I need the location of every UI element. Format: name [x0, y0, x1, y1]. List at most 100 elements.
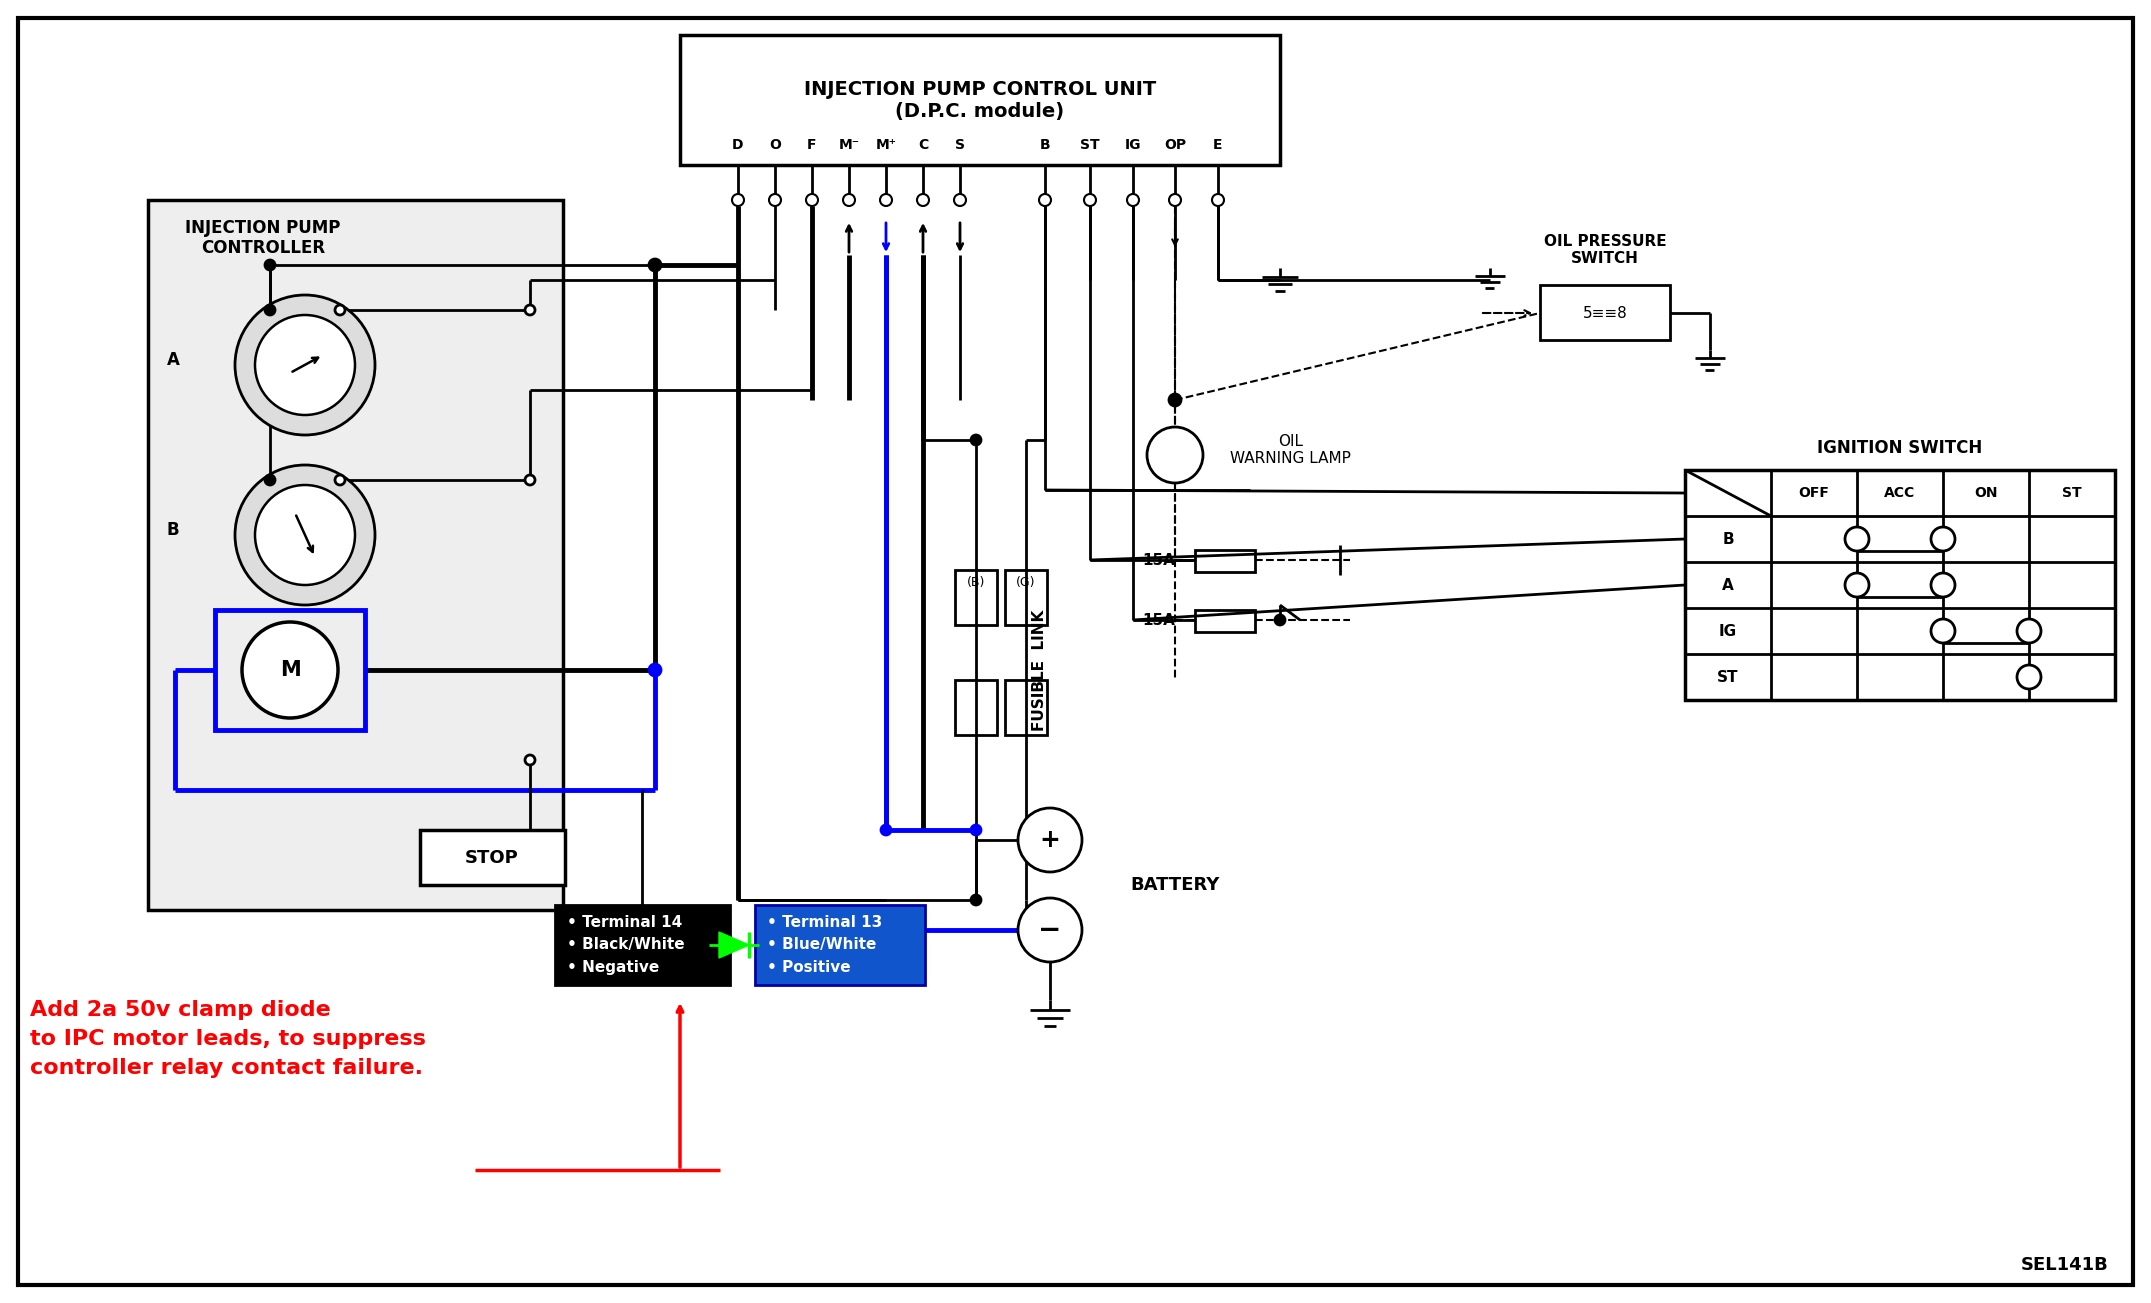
Circle shape [1846, 573, 1869, 597]
Circle shape [807, 194, 817, 206]
Bar [680, 35, 1280, 165]
Bar [755, 906, 925, 985]
Circle shape [1932, 619, 1955, 642]
Text: F: F [807, 138, 817, 152]
Circle shape [2018, 619, 2041, 642]
Bar [419, 830, 566, 885]
Text: M⁺: M⁺ [875, 138, 897, 152]
Circle shape [525, 305, 536, 315]
Circle shape [1276, 615, 1284, 625]
Circle shape [970, 435, 981, 446]
Circle shape [1146, 427, 1202, 483]
Text: A: A [1723, 577, 1734, 593]
Circle shape [2018, 665, 2041, 689]
Circle shape [1084, 194, 1097, 206]
Text: IGNITION SWITCH: IGNITION SWITCH [1818, 439, 1983, 457]
Text: ST: ST [1080, 138, 1099, 152]
Bar [1196, 610, 1254, 632]
Bar [148, 199, 564, 909]
Bar [1540, 285, 1669, 340]
Circle shape [525, 754, 536, 765]
Text: 5≡≡8: 5≡≡8 [1583, 305, 1628, 321]
Text: BATTERY: BATTERY [1129, 876, 1220, 894]
Text: (G): (G) [1015, 576, 1037, 589]
Text: IG: IG [1125, 138, 1142, 152]
Circle shape [916, 194, 929, 206]
Circle shape [1017, 898, 1082, 962]
Text: S: S [955, 138, 966, 152]
Text: OIL PRESSURE
SWITCH: OIL PRESSURE SWITCH [1544, 233, 1667, 266]
Text: O: O [770, 138, 781, 152]
Text: M⁻: M⁻ [839, 138, 860, 152]
Circle shape [1017, 808, 1082, 872]
Bar [955, 569, 998, 625]
Text: C: C [918, 138, 927, 152]
Circle shape [770, 194, 781, 206]
Text: +: + [1039, 827, 1060, 852]
Text: 15A: 15A [1142, 552, 1174, 568]
Circle shape [265, 261, 275, 270]
Text: IG: IG [1719, 624, 1738, 638]
Text: D: D [731, 138, 744, 152]
Circle shape [256, 485, 355, 585]
Text: A: A [166, 351, 179, 369]
Text: ST: ST [2063, 486, 2082, 500]
Circle shape [1039, 194, 1052, 206]
Circle shape [525, 476, 536, 485]
Circle shape [265, 476, 275, 485]
Text: 15A: 15A [1142, 612, 1174, 628]
Circle shape [1932, 573, 1955, 597]
Bar [955, 680, 998, 735]
Text: • Terminal 14
• Black/White
• Negative: • Terminal 14 • Black/White • Negative [568, 915, 684, 975]
Circle shape [256, 315, 355, 414]
Text: INJECTION PUMP CONTROL UNIT
(D.P.C. module): INJECTION PUMP CONTROL UNIT (D.P.C. modu… [804, 79, 1155, 120]
Text: B: B [1039, 138, 1050, 152]
Circle shape [650, 665, 660, 676]
Text: E: E [1213, 138, 1222, 152]
Text: M: M [280, 661, 301, 680]
Circle shape [234, 465, 374, 605]
Text: ACC: ACC [1884, 486, 1917, 500]
Text: B: B [166, 521, 179, 539]
Text: SEL141B: SEL141B [2022, 1256, 2108, 1274]
Circle shape [731, 194, 744, 206]
Bar [1196, 550, 1254, 572]
Circle shape [265, 305, 275, 315]
Circle shape [1168, 394, 1181, 407]
Bar [1005, 680, 1048, 735]
Text: STOP: STOP [465, 850, 518, 866]
Circle shape [1211, 194, 1224, 206]
Text: OP: OP [1164, 138, 1185, 152]
Text: ST: ST [1716, 670, 1738, 684]
Circle shape [336, 305, 344, 315]
Text: OFF: OFF [1798, 486, 1831, 500]
Circle shape [243, 622, 338, 718]
Bar [215, 610, 366, 730]
Text: • Terminal 13
• Blue/White
• Positive: • Terminal 13 • Blue/White • Positive [768, 915, 882, 975]
Circle shape [1168, 194, 1181, 206]
Circle shape [650, 259, 660, 271]
Circle shape [843, 194, 854, 206]
Text: OIL
WARNING LAMP: OIL WARNING LAMP [1230, 434, 1351, 466]
Circle shape [234, 294, 374, 435]
Text: INJECTION PUMP
CONTROLLER: INJECTION PUMP CONTROLLER [185, 219, 340, 258]
Circle shape [882, 825, 891, 835]
Text: (B): (B) [966, 576, 985, 589]
Bar [555, 906, 729, 985]
Text: FUSIBLE  LINK: FUSIBLE LINK [1032, 610, 1048, 731]
Bar [1684, 470, 2114, 700]
Text: B: B [1723, 532, 1734, 546]
Text: ON: ON [1975, 486, 1998, 500]
Circle shape [880, 194, 893, 206]
Circle shape [970, 895, 981, 906]
Polygon shape [718, 932, 749, 958]
Circle shape [1846, 526, 1869, 551]
Text: −: − [1039, 916, 1063, 943]
Text: Add 2a 50v clamp diode
to IPC motor leads, to suppress
controller relay contact : Add 2a 50v clamp diode to IPC motor lead… [30, 999, 426, 1078]
Circle shape [1932, 526, 1955, 551]
Circle shape [970, 825, 981, 835]
Circle shape [336, 476, 344, 485]
Circle shape [955, 194, 966, 206]
Bar [1005, 569, 1048, 625]
Circle shape [1127, 194, 1140, 206]
